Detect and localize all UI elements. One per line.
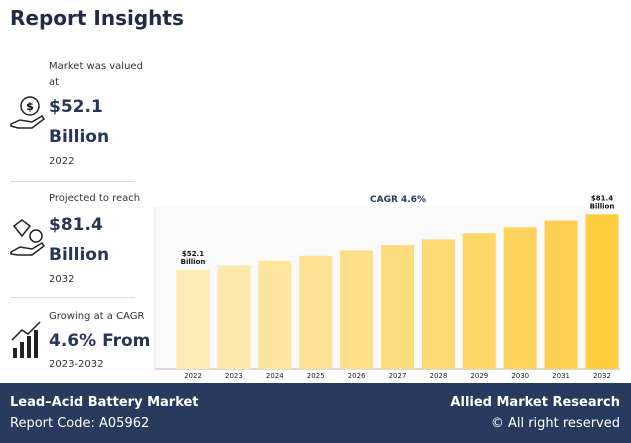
x-tick-label: 2031: [552, 372, 570, 380]
page-title: Report Insights: [10, 6, 184, 30]
brand: Allied Market Research: [450, 395, 620, 410]
separator: [10, 297, 135, 298]
insight-period: 2023-2032: [49, 359, 104, 370]
bar: [585, 214, 619, 369]
growth-icon: [11, 321, 41, 358]
bar: [462, 233, 496, 369]
money-icon: $: [10, 96, 46, 129]
x-tick-label: 2028: [429, 372, 447, 380]
bar: [299, 255, 333, 369]
bar: [176, 270, 210, 369]
x-tick-label: 2032: [593, 372, 611, 380]
insight-label: Projected to reach: [49, 193, 141, 204]
insight-period: 2022: [49, 156, 75, 167]
x-tick-label: 2024: [266, 372, 284, 380]
x-tick-label: 2023: [225, 372, 243, 380]
bar: [258, 260, 292, 369]
insight-label: Growing at a CAGR: [49, 311, 145, 322]
bar: [544, 220, 578, 369]
value-label: $81.4: [591, 194, 613, 202]
bar: [503, 227, 537, 369]
value-label: Billion: [181, 258, 206, 266]
value-label: $52.1: [182, 250, 204, 258]
footer: Lead–Acid Battery Market Report Code: A0…: [0, 383, 631, 443]
separator: [10, 181, 135, 182]
chart-title: CAGR 4.6%: [370, 195, 426, 205]
insight-period: 2032: [49, 274, 75, 285]
x-tick-label: 2029: [470, 372, 488, 380]
diamond-icon: [10, 219, 46, 256]
svg-text:$: $: [26, 100, 34, 113]
insight-value: $52.1 Billion: [49, 97, 110, 147]
bar: [340, 250, 374, 369]
rights: © All right reserved: [490, 416, 620, 431]
x-tick-label: 2030: [511, 372, 529, 380]
x-tick-label: 2027: [389, 372, 407, 380]
insight-value: $81.4 Billion: [49, 215, 110, 265]
insight-label: Market was valued at: [49, 61, 143, 88]
value-label: Billion: [590, 202, 615, 210]
bar: [421, 239, 455, 369]
report-name: Lead–Acid Battery Market: [10, 395, 199, 410]
bar: [381, 245, 414, 369]
x-tick-label: 2025: [307, 372, 325, 380]
x-tick-label: 2026: [348, 372, 366, 380]
x-tick-label: 2022: [184, 372, 202, 380]
report-code: Report Code: A05962: [10, 416, 150, 431]
insight-value: 4.6% From: [49, 331, 151, 351]
bar: [217, 265, 251, 369]
